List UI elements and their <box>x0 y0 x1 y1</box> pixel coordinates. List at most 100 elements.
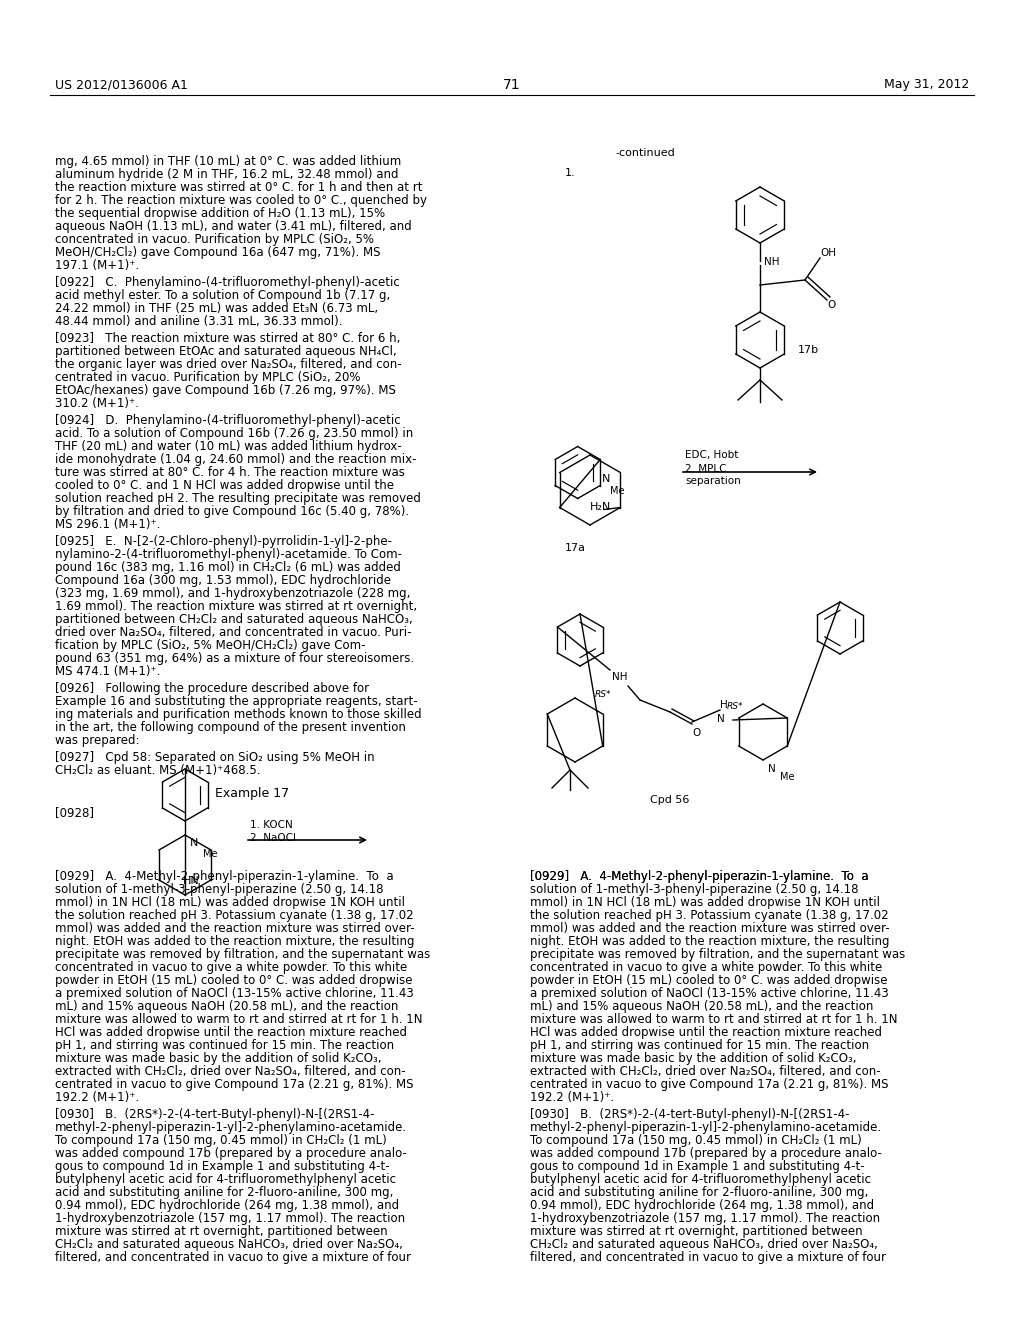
Text: acid and substituting aniline for 2-fluoro-aniline, 300 mg,: acid and substituting aniline for 2-fluo… <box>530 1185 868 1199</box>
Text: [0922]   C.  Phenylamino-(4-trifluoromethyl-phenyl)-acetic: [0922] C. Phenylamino-(4-trifluoromethyl… <box>55 276 399 289</box>
Text: [0923]   The reaction mixture was stirred at 80° C. for 6 h,: [0923] The reaction mixture was stirred … <box>55 333 400 345</box>
Text: [0924]   D.  Phenylamino-(4-trifluoromethyl-phenyl)-acetic: [0924] D. Phenylamino-(4-trifluoromethyl… <box>55 414 400 426</box>
Text: pound 16c (383 mg, 1.16 mol) in CH₂Cl₂ (6 mL) was added: pound 16c (383 mg, 1.16 mol) in CH₂Cl₂ (… <box>55 561 400 574</box>
Text: N: N <box>768 764 776 774</box>
Text: 0.94 mmol), EDC hydrochloride (264 mg, 1.38 mmol), and: 0.94 mmol), EDC hydrochloride (264 mg, 1… <box>530 1199 874 1212</box>
Text: solution of 1-methyl-3-phenyl-piperazine (2.50 g, 14.18: solution of 1-methyl-3-phenyl-piperazine… <box>530 883 858 896</box>
Text: butylphenyl acetic acid for 4-trifluoromethylphenyl acetic: butylphenyl acetic acid for 4-trifluorom… <box>530 1173 871 1185</box>
Text: acid. To a solution of Compound 16b (7.26 g, 23.50 mmol) in: acid. To a solution of Compound 16b (7.2… <box>55 426 414 440</box>
Text: HN: HN <box>183 876 200 886</box>
Text: centrated in vacuo to give Compound 17a (2.21 g, 81%). MS: centrated in vacuo to give Compound 17a … <box>530 1078 889 1092</box>
Text: To compound 17a (150 mg, 0.45 mmol) in CH₂Cl₂ (1 mL): To compound 17a (150 mg, 0.45 mmol) in C… <box>55 1134 387 1147</box>
Text: mixture was made basic by the addition of solid K₂CO₃,: mixture was made basic by the addition o… <box>55 1052 382 1065</box>
Text: NH: NH <box>612 672 628 682</box>
Text: N: N <box>190 838 199 847</box>
Text: 2. MPLC: 2. MPLC <box>685 465 726 474</box>
Text: 310.2 (M+1)⁺.: 310.2 (M+1)⁺. <box>55 397 139 411</box>
Text: HCl was added dropwise until the reaction mixture reached: HCl was added dropwise until the reactio… <box>55 1026 407 1039</box>
Text: [0925]   E.  N-[2-(2-Chloro-phenyl)-pyrrolidin-1-yl]-2-phe-: [0925] E. N-[2-(2-Chloro-phenyl)-pyrroli… <box>55 535 392 548</box>
Text: THF (20 mL) and water (10 mL) was added lithium hydrox-: THF (20 mL) and water (10 mL) was added … <box>55 440 401 453</box>
Text: powder in EtOH (15 mL) cooled to 0° C. was added dropwise: powder in EtOH (15 mL) cooled to 0° C. w… <box>530 974 888 987</box>
Text: [0929]   A.  4-Methyl-2-phenyl-piperazin-1-ylamine.  To  a: [0929] A. 4-Methyl-2-phenyl-piperazin-1-… <box>530 870 868 883</box>
Text: EtOAc/hexanes) gave Compound 16b (7.26 mg, 97%). MS: EtOAc/hexanes) gave Compound 16b (7.26 m… <box>55 384 396 397</box>
Text: 71: 71 <box>503 78 521 92</box>
Text: mmol) in 1N HCl (18 mL) was added dropwise 1N KOH until: mmol) in 1N HCl (18 mL) was added dropwi… <box>55 896 406 909</box>
Text: MS 474.1 (M+1)⁺.: MS 474.1 (M+1)⁺. <box>55 665 161 678</box>
Text: 1. KOCN: 1. KOCN <box>250 820 293 830</box>
Text: 48.44 mmol) and aniline (3.31 mL, 36.33 mmol).: 48.44 mmol) and aniline (3.31 mL, 36.33 … <box>55 315 342 327</box>
Text: Compound 16a (300 mg, 1.53 mmol), EDC hydrochloride: Compound 16a (300 mg, 1.53 mmol), EDC hy… <box>55 574 391 587</box>
Text: night. EtOH was added to the reaction mixture, the resulting: night. EtOH was added to the reaction mi… <box>530 935 890 948</box>
Text: solution of 1-methyl-3-phenyl-piperazine (2.50 g, 14.18: solution of 1-methyl-3-phenyl-piperazine… <box>55 883 384 896</box>
Text: [0929]   A.  4-Methyl-2-phenyl-piperazin-1-ylamine.  To  a: [0929] A. 4-Methyl-2-phenyl-piperazin-1-… <box>55 870 393 883</box>
Text: the organic layer was dried over Na₂SO₄, filtered, and con-: the organic layer was dried over Na₂SO₄,… <box>55 358 401 371</box>
Text: concentrated in vacuo to give a white powder. To this white: concentrated in vacuo to give a white po… <box>55 961 408 974</box>
Text: pound 63 (351 mg, 64%) as a mixture of four stereoisomers.: pound 63 (351 mg, 64%) as a mixture of f… <box>55 652 414 665</box>
Text: the solution reached pH 3. Potassium cyanate (1.38 g, 17.02: the solution reached pH 3. Potassium cya… <box>530 909 889 921</box>
Text: 192.2 (M+1)⁺.: 192.2 (M+1)⁺. <box>55 1092 139 1104</box>
Text: Me: Me <box>610 487 625 496</box>
Text: N: N <box>602 474 610 484</box>
Text: CH₂Cl₂ and saturated aqueous NaHCO₃, dried over Na₂SO₄,: CH₂Cl₂ and saturated aqueous NaHCO₃, dri… <box>55 1238 402 1251</box>
Text: Example 16 and substituting the appropriate reagents, start-: Example 16 and substituting the appropri… <box>55 696 418 708</box>
Text: acid methyl ester. To a solution of Compound 1b (7.17 g,: acid methyl ester. To a solution of Comp… <box>55 289 390 302</box>
Text: solution reached pH 2. The resulting precipitate was removed: solution reached pH 2. The resulting pre… <box>55 492 421 506</box>
Text: the sequential dropwise addition of H₂O (1.13 mL), 15%: the sequential dropwise addition of H₂O … <box>55 207 385 220</box>
Text: ing materials and purification methods known to those skilled: ing materials and purification methods k… <box>55 708 422 721</box>
Text: US 2012/0136006 A1: US 2012/0136006 A1 <box>55 78 187 91</box>
Text: 0.94 mmol), EDC hydrochloride (264 mg, 1.38 mmol), and: 0.94 mmol), EDC hydrochloride (264 mg, 1… <box>55 1199 399 1212</box>
Text: pH 1, and stirring was continued for 15 min. The reaction: pH 1, and stirring was continued for 15 … <box>530 1039 869 1052</box>
Text: Me: Me <box>780 772 795 781</box>
Text: the reaction mixture was stirred at 0° C. for 1 h and then at rt: the reaction mixture was stirred at 0° C… <box>55 181 423 194</box>
Text: methyl-2-phenyl-piperazin-1-yl]-2-phenylamino-acetamide.: methyl-2-phenyl-piperazin-1-yl]-2-phenyl… <box>530 1121 882 1134</box>
Text: powder in EtOH (15 mL) cooled to 0° C. was added dropwise: powder in EtOH (15 mL) cooled to 0° C. w… <box>55 974 413 987</box>
Text: EDC, Hobt: EDC, Hobt <box>685 450 738 459</box>
Text: [0927]   Cpd 58: Separated on SiO₂ using 5% MeOH in: [0927] Cpd 58: Separated on SiO₂ using 5… <box>55 751 375 764</box>
Text: in the art, the following compound of the present invention: in the art, the following compound of th… <box>55 721 406 734</box>
Text: butylphenyl acetic acid for 4-trifluoromethylphenyl acetic: butylphenyl acetic acid for 4-trifluorom… <box>55 1173 396 1185</box>
Text: concentrated in vacuo. Purification by MPLC (SiO₂, 5%: concentrated in vacuo. Purification by M… <box>55 234 374 246</box>
Text: OH: OH <box>820 248 836 257</box>
Text: centrated in vacuo to give Compound 17a (2.21 g, 81%). MS: centrated in vacuo to give Compound 17a … <box>55 1078 414 1092</box>
Text: for 2 h. The reaction mixture was cooled to 0° C., quenched by: for 2 h. The reaction mixture was cooled… <box>55 194 427 207</box>
Text: pH 1, and stirring was continued for 15 min. The reaction: pH 1, and stirring was continued for 15 … <box>55 1039 394 1052</box>
Text: dried over Na₂SO₄, filtered, and concentrated in vacuo. Puri-: dried over Na₂SO₄, filtered, and concent… <box>55 626 412 639</box>
Text: separation: separation <box>685 477 740 486</box>
Text: 197.1 (M+1)⁺.: 197.1 (M+1)⁺. <box>55 259 139 272</box>
Text: CH₂Cl₂ as eluant. MS (M+1)⁺468.5.: CH₂Cl₂ as eluant. MS (M+1)⁺468.5. <box>55 764 260 777</box>
Text: O: O <box>692 729 700 738</box>
Text: methyl-2-phenyl-piperazin-1-yl]-2-phenylamino-acetamide.: methyl-2-phenyl-piperazin-1-yl]-2-phenyl… <box>55 1121 408 1134</box>
Text: [0930]   B.  (2RS*)-2-(4-tert-Butyl-phenyl)-N-[(2RS1-4-: [0930] B. (2RS*)-2-(4-tert-Butyl-phenyl)… <box>530 1107 850 1121</box>
Text: mmol) was added and the reaction mixture was stirred over-: mmol) was added and the reaction mixture… <box>530 921 890 935</box>
Text: O: O <box>827 300 836 310</box>
Text: 1.: 1. <box>565 168 575 178</box>
Text: MS 296.1 (M+1)⁺.: MS 296.1 (M+1)⁺. <box>55 517 161 531</box>
Text: aqueous NaOH (1.13 mL), and water (3.41 mL), filtered, and: aqueous NaOH (1.13 mL), and water (3.41 … <box>55 220 412 234</box>
Text: precipitate was removed by filtration, and the supernatant was: precipitate was removed by filtration, a… <box>530 948 905 961</box>
Text: mixture was made basic by the addition of solid K₂CO₃,: mixture was made basic by the addition o… <box>530 1052 856 1065</box>
Text: was prepared:: was prepared: <box>55 734 139 747</box>
Text: mmol) in 1N HCl (18 mL) was added dropwise 1N KOH until: mmol) in 1N HCl (18 mL) was added dropwi… <box>530 896 880 909</box>
Text: mL) and 15% aqueous NaOH (20.58 mL), and the reaction: mL) and 15% aqueous NaOH (20.58 mL), and… <box>530 1001 873 1012</box>
Text: aluminum hydride (2 M in THF, 16.2 mL, 32.48 mmol) and: aluminum hydride (2 M in THF, 16.2 mL, 3… <box>55 168 398 181</box>
Text: was added compound 17b (prepared by a procedure analo-: was added compound 17b (prepared by a pr… <box>55 1147 407 1160</box>
Text: filtered, and concentrated in vacuo to give a mixture of four: filtered, and concentrated in vacuo to g… <box>55 1251 411 1265</box>
Text: partitioned between CH₂Cl₂ and saturated aqueous NaHCO₃,: partitioned between CH₂Cl₂ and saturated… <box>55 612 413 626</box>
Text: To compound 17a (150 mg, 0.45 mmol) in CH₂Cl₂ (1 mL): To compound 17a (150 mg, 0.45 mmol) in C… <box>530 1134 862 1147</box>
Text: 2. NaOCl: 2. NaOCl <box>250 833 296 843</box>
Text: centrated in vacuo. Purification by MPLC (SiO₂, 20%: centrated in vacuo. Purification by MPLC… <box>55 371 360 384</box>
Text: the solution reached pH 3. Potassium cyanate (1.38 g, 17.02: the solution reached pH 3. Potassium cya… <box>55 909 414 921</box>
Text: partitioned between EtOAc and saturated aqueous NH₄Cl,: partitioned between EtOAc and saturated … <box>55 345 396 358</box>
Text: 1-hydroxybenzotriazole (157 mg, 1.17 mmol). The reaction: 1-hydroxybenzotriazole (157 mg, 1.17 mmo… <box>530 1212 880 1225</box>
Text: CH₂Cl₂ and saturated aqueous NaHCO₃, dried over Na₂SO₄,: CH₂Cl₂ and saturated aqueous NaHCO₃, dri… <box>530 1238 878 1251</box>
Text: 17a: 17a <box>565 543 586 553</box>
Text: acid and substituting aniline for 2-fluoro-aniline, 300 mg,: acid and substituting aniline for 2-fluo… <box>55 1185 393 1199</box>
Text: N: N <box>717 714 725 723</box>
Text: mg, 4.65 mmol) in THF (10 mL) at 0° C. was added lithium: mg, 4.65 mmol) in THF (10 mL) at 0° C. w… <box>55 154 401 168</box>
Text: cooled to 0° C. and 1 N HCl was added dropwise until the: cooled to 0° C. and 1 N HCl was added dr… <box>55 479 394 492</box>
Text: mL) and 15% aqueous NaOH (20.58 mL), and the reaction: mL) and 15% aqueous NaOH (20.58 mL), and… <box>55 1001 398 1012</box>
Text: ide monohydrate (1.04 g, 24.60 mmol) and the reaction mix-: ide monohydrate (1.04 g, 24.60 mmol) and… <box>55 453 417 466</box>
Text: was added compound 17b (prepared by a procedure analo-: was added compound 17b (prepared by a pr… <box>530 1147 882 1160</box>
Text: May 31, 2012: May 31, 2012 <box>884 78 969 91</box>
Text: mixture was stirred at rt overnight, partitioned between: mixture was stirred at rt overnight, par… <box>55 1225 388 1238</box>
